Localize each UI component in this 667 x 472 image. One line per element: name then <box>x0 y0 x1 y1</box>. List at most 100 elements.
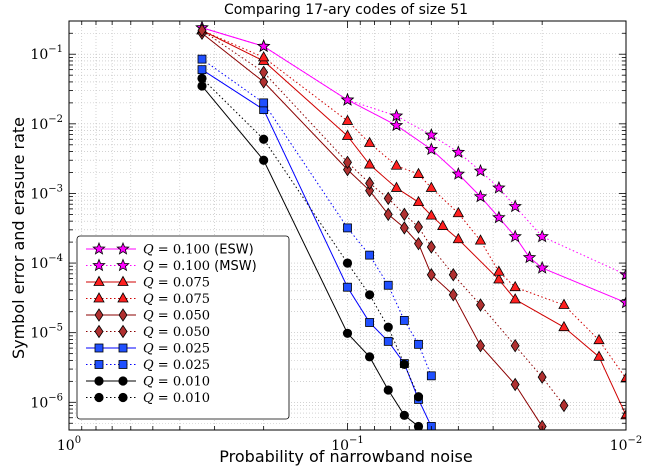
data-point <box>510 338 520 353</box>
data-point <box>341 114 354 125</box>
data-point <box>535 260 549 274</box>
data-point <box>412 167 425 178</box>
legend-marker <box>116 258 130 272</box>
data-point <box>399 410 409 420</box>
data-point <box>341 129 354 140</box>
data-point <box>451 166 466 180</box>
data-point <box>509 280 521 292</box>
legend-marker <box>116 241 130 255</box>
data-point <box>365 183 375 198</box>
x-tick-label: 10−2 <box>610 435 643 454</box>
data-point <box>383 207 393 222</box>
data-point <box>365 250 375 260</box>
data-point <box>414 236 423 251</box>
series-layer <box>195 21 626 430</box>
data-point <box>399 207 409 222</box>
legend-label: Q = 0.075 <box>143 276 210 291</box>
data-point <box>476 338 485 353</box>
legend-marker <box>92 258 106 272</box>
data-point <box>340 92 355 106</box>
legend-label: Q = 0.050 <box>143 325 210 340</box>
data-point <box>259 65 269 80</box>
x-tick-label: 10−1 <box>331 435 364 454</box>
data-point <box>414 339 423 349</box>
legend-item: Q = 0.050 <box>86 308 210 324</box>
data-point <box>426 267 436 282</box>
legend-marker <box>94 360 104 369</box>
data-point <box>259 155 269 165</box>
data-point <box>363 136 376 147</box>
legend-label: Q = 0.010 <box>143 391 210 406</box>
data-point <box>365 176 375 191</box>
series-line <box>201 32 543 427</box>
data-point <box>522 250 537 264</box>
data-point <box>493 273 505 284</box>
data-point <box>365 290 375 300</box>
legend-label: Q = 0.075 <box>143 292 210 307</box>
data-point <box>259 134 269 144</box>
legend-label: Q = 0.100 (ESW) <box>143 243 254 258</box>
data-point <box>537 370 547 384</box>
data-point <box>343 282 352 292</box>
data-point <box>413 421 424 430</box>
data-point <box>476 298 485 312</box>
series-8 <box>197 81 424 430</box>
data-point <box>383 385 393 395</box>
data-point <box>257 51 270 62</box>
series-line <box>201 29 626 416</box>
data-point <box>259 75 269 89</box>
data-point <box>493 265 505 276</box>
legend-item: Q = 0.100 (MSW) <box>86 258 257 274</box>
data-point <box>425 181 438 192</box>
data-point <box>399 359 409 370</box>
data-point <box>412 195 425 207</box>
legend-item: Q = 0.010 <box>86 375 210 390</box>
data-point <box>474 234 487 245</box>
tick-layer: 100 10−1 10−2 10−6 10−5 10−4 10−3 10−2 10−1 <box>30 21 642 454</box>
data-point <box>197 81 207 91</box>
series-line <box>201 58 432 377</box>
data-point <box>383 322 393 332</box>
data-point <box>197 23 207 38</box>
series-5 <box>197 23 569 413</box>
data-point <box>508 229 522 243</box>
data-point <box>343 155 352 170</box>
legend-marker <box>93 292 105 303</box>
data-point <box>473 189 488 203</box>
data-point <box>389 108 404 122</box>
data-point <box>452 206 465 218</box>
legend-item: Q = 0.100 (ESW) <box>86 241 254 258</box>
data-point <box>451 145 466 159</box>
legend-marker <box>94 376 104 386</box>
data-point <box>452 232 465 244</box>
y-tick-label: 10−3 <box>30 183 63 202</box>
data-point <box>413 392 424 402</box>
data-point <box>390 159 403 170</box>
legend-marker <box>117 292 129 303</box>
data-point <box>593 333 605 345</box>
series-3 <box>196 24 626 383</box>
y-tick-label: 10−5 <box>30 323 63 342</box>
legend-item: Q = 0.025 <box>86 358 210 373</box>
data-point <box>343 223 352 233</box>
data-point <box>537 419 547 430</box>
legend-marker <box>94 308 104 322</box>
data-point <box>197 73 207 83</box>
data-point <box>424 142 439 156</box>
data-point <box>509 293 521 304</box>
series-9 <box>197 73 424 402</box>
legend-marker <box>118 343 128 353</box>
legend-marker <box>118 392 128 403</box>
data-point <box>259 98 269 108</box>
x-tick-label: 100 <box>57 435 81 454</box>
data-point <box>620 408 626 420</box>
data-point <box>619 295 626 309</box>
legend-marker <box>118 376 128 386</box>
data-point <box>448 288 458 302</box>
legend-marker <box>118 308 128 322</box>
data-point <box>383 280 393 290</box>
data-point <box>510 377 520 392</box>
data-point <box>256 39 271 53</box>
legend: Q = 0.100 (ESW)Q = 0.100 (MSW)Q = 0.075Q… <box>76 235 290 420</box>
